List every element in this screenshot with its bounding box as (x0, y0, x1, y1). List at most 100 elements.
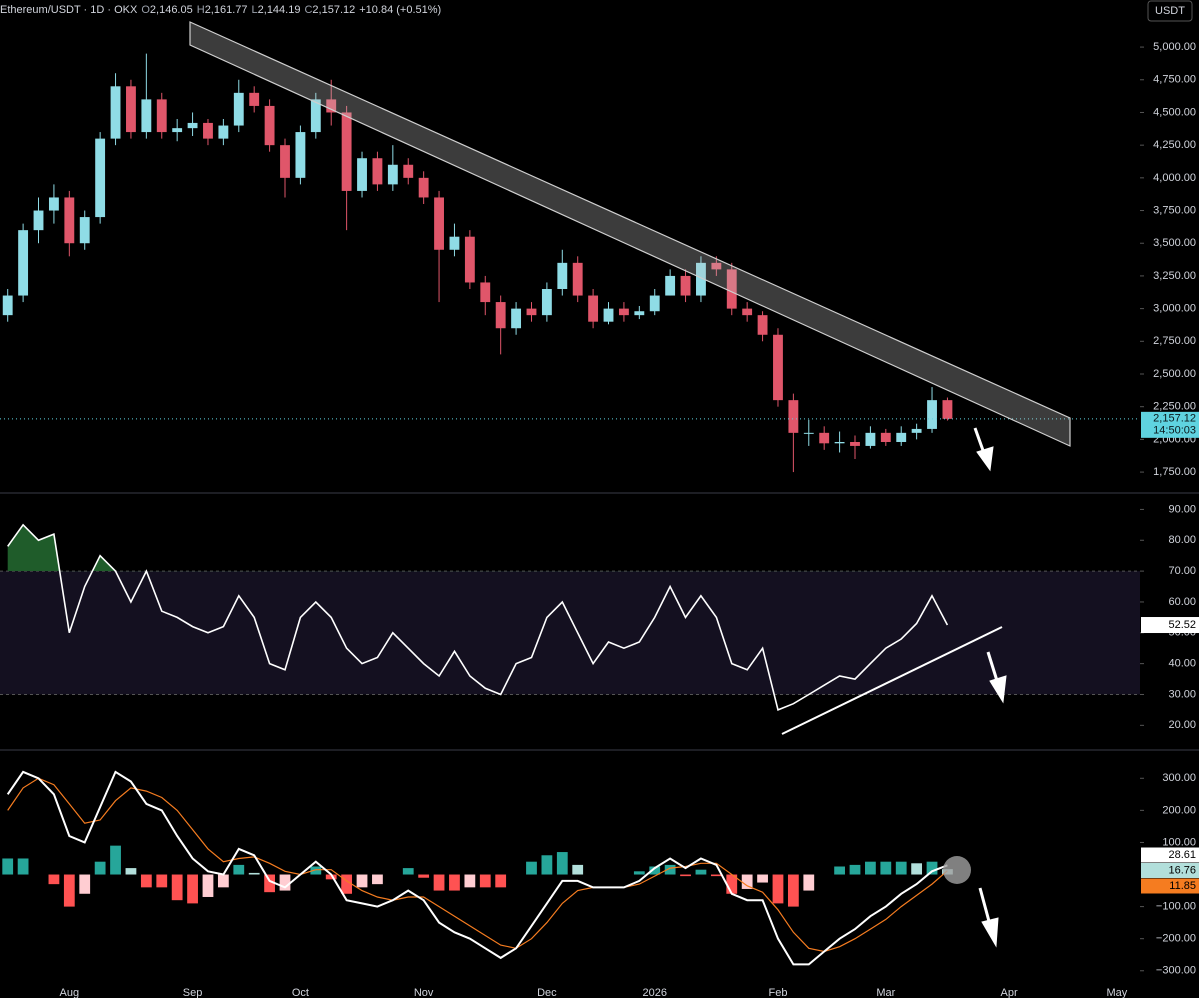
y-tick-label: 3,750.00 (1153, 204, 1196, 216)
histogram-bar (495, 874, 507, 888)
histogram-bar (664, 864, 676, 875)
histogram-bar (834, 866, 845, 875)
currency-button[interactable] (1147, 0, 1193, 22)
x-tick-label: Aug (60, 987, 80, 998)
y-tick-label: 300.00 (1162, 772, 1196, 784)
candle-body (126, 86, 136, 133)
histogram-bar (2, 858, 14, 875)
value-label: 28.61 (1168, 849, 1196, 861)
candle-body (680, 275, 691, 296)
candle-body (572, 262, 583, 296)
x-tick-label: Dec (537, 987, 557, 998)
histogram-bar (895, 861, 907, 875)
value-label: 16.76 (1168, 864, 1196, 876)
y-tick-label: 90.00 (1168, 503, 1196, 515)
y-tick-label: −100.00 (1156, 901, 1196, 913)
candle-body (310, 99, 321, 133)
histogram-bar (17, 858, 29, 875)
y-tick-label: 4,500.00 (1153, 106, 1196, 118)
candle-body (64, 197, 75, 244)
histogram-bar (556, 852, 568, 875)
y-tick-label: 20.00 (1168, 719, 1196, 731)
legend-key: L (252, 4, 258, 16)
y-tick-label: 1,750.00 (1153, 466, 1196, 478)
y-tick-label: 80.00 (1168, 534, 1196, 546)
candle-body (2, 295, 13, 316)
legend-value: 2,161.77 (205, 4, 248, 16)
currency[interactable]: USDT (1155, 5, 1185, 17)
candle-body (850, 442, 860, 446)
arrow-head (976, 446, 994, 472)
histogram-bar (310, 866, 322, 875)
y-tick-label: 3,250.00 (1153, 270, 1196, 282)
candle-body (927, 400, 937, 429)
candle-body (511, 308, 522, 329)
histogram-bar (233, 864, 245, 875)
histogram-bar (248, 872, 260, 875)
y-tick-label: −200.00 (1156, 933, 1196, 945)
histogram-bar (125, 868, 137, 875)
candle-body (372, 158, 383, 185)
candle-body (819, 432, 830, 444)
candle-body (773, 334, 783, 401)
histogram-bar (356, 874, 368, 888)
histogram-bar (787, 874, 799, 907)
value-box (1141, 878, 1199, 894)
y-tick-label: 5,000.00 (1153, 41, 1196, 53)
y-tick-label: 200.00 (1162, 804, 1196, 816)
arrows (973, 427, 1007, 948)
y-tick-label: 2,250.00 (1153, 401, 1196, 413)
y-tick-label: 4,000.00 (1153, 172, 1196, 184)
histogram-bar (526, 861, 537, 875)
panes: 1,750.002,000.002,250.002,500.002,750.00… (0, 41, 1199, 998)
candle-body (464, 236, 475, 283)
candle-body (696, 262, 706, 296)
x-tick-label: Mar (876, 987, 895, 998)
candle-body (788, 400, 799, 433)
symbol: Ethereum/USDT · 1D · OKX (0, 4, 138, 16)
histogram-bar (880, 861, 892, 875)
y-tick-label: 40.00 (1168, 658, 1196, 670)
candle-body (526, 308, 537, 316)
candle-body (449, 236, 460, 250)
value-box (1141, 617, 1199, 634)
header-legend: Ethereum/USDT · 1D · OKX O2,146.05 H2,161.… (0, 4, 441, 16)
candle-body (403, 164, 414, 178)
y-tick-label: 100.00 (1162, 836, 1196, 848)
histogram-bar (803, 874, 815, 891)
y-tick-label: 3,000.00 (1153, 303, 1196, 315)
y-tick-label: 4,250.00 (1153, 139, 1196, 151)
candle-body (141, 99, 152, 133)
value-box (1141, 863, 1199, 878)
candle-body (295, 132, 306, 178)
candle-body (557, 262, 568, 289)
histogram-bar (372, 874, 383, 885)
histogram-bar (757, 874, 768, 883)
candle-body (726, 269, 737, 309)
histogram-bar (433, 874, 445, 891)
histogram-bar (680, 874, 691, 877)
histogram-bar (541, 855, 553, 875)
candle-body (896, 432, 907, 442)
candle-body (742, 308, 753, 316)
histogram-bar (156, 874, 168, 888)
macd-line (6, 770, 948, 966)
candle-body (418, 177, 429, 198)
y-tick-label: −300.00 (1156, 965, 1196, 977)
candle-body (803, 432, 814, 434)
y-tick-label: 2,500.00 (1153, 368, 1196, 380)
legend-value: 2,157.12 (312, 4, 355, 16)
candle-body (618, 308, 629, 316)
last-price-box (1141, 411, 1199, 438)
candle-body (880, 432, 891, 442)
histogram-bar (926, 861, 938, 875)
legend-value: 2,146.05 (150, 4, 193, 16)
candle-body (665, 275, 676, 296)
candle-body (341, 112, 352, 191)
histogram-bar (695, 869, 707, 875)
histogram-bar (418, 874, 430, 878)
histogram-bar (341, 874, 353, 894)
last-price-label: 2,157.12 (1153, 413, 1196, 425)
